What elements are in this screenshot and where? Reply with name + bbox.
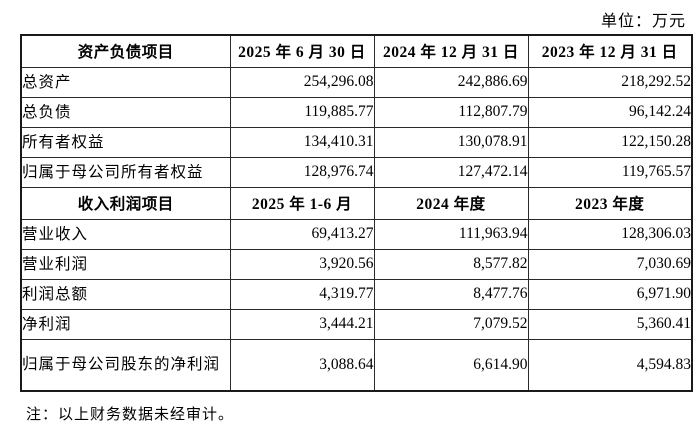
- balance-sheet-header-row: 资产负债项目 2025 年 6 月 30 日 2024 年 12 月 31 日 …: [20, 34, 693, 68]
- footnote: 注：以上财务数据未经审计。: [26, 407, 235, 423]
- financial-summary-table: 资产负债项目 2025 年 6 月 30 日 2024 年 12 月 31 日 …: [20, 34, 693, 392]
- cell-value: 8,477.76: [373, 278, 529, 310]
- income-statement-item-header: 收入利润项目: [20, 186, 231, 220]
- row-label: 营业收入: [20, 218, 231, 250]
- cell-value: 128,306.03: [527, 218, 693, 250]
- cell-value: 242,886.69: [373, 66, 529, 98]
- row-label: 所有者权益: [20, 126, 231, 158]
- row-label: 利润总额: [20, 278, 231, 310]
- table-row-total-assets: 总资产 254,296.08 242,886.69 218,292.52: [20, 66, 693, 98]
- income-statement-period-3: 2023 年度: [527, 186, 693, 220]
- table-row-revenue: 营业收入 69,413.27 111,963.94 128,306.03: [20, 218, 693, 250]
- cell-value: 130,078.91: [373, 126, 529, 158]
- cell-value: 3,920.56: [229, 248, 375, 280]
- row-label: 归属于母公司股东的净利润: [20, 338, 231, 392]
- cell-value: 134,410.31: [229, 126, 375, 158]
- cell-value: 119,885.77: [229, 96, 375, 128]
- cell-value: 4,319.77: [229, 278, 375, 310]
- table-row-parent-net-profit: 归属于母公司股东的净利润 3,088.64 6,614.90 4,594.83: [20, 338, 693, 392]
- cell-value: 7,030.69: [527, 248, 693, 280]
- row-label: 归属于母公司所有者权益: [20, 156, 231, 188]
- table-row-operating-profit: 营业利润 3,920.56 8,577.82 7,030.69: [20, 248, 693, 280]
- row-label: 净利润: [20, 308, 231, 340]
- unit-label: 单位：万元: [600, 13, 686, 30]
- cell-value: 4,594.83: [527, 338, 693, 392]
- cell-value: 6,614.90: [373, 338, 529, 392]
- balance-sheet-period-1: 2025 年 6 月 30 日: [229, 34, 375, 68]
- cell-value: 128,976.74: [229, 156, 375, 188]
- row-label: 营业利润: [20, 248, 231, 280]
- cell-value: 7,079.52: [373, 308, 529, 340]
- income-statement-header-row: 收入利润项目 2025 年 1-6 月 2024 年度 2023 年度: [20, 186, 693, 220]
- income-statement-period-2: 2024 年度: [373, 186, 529, 220]
- cell-value: 112,807.79: [373, 96, 529, 128]
- cell-value: 6,971.90: [527, 278, 693, 310]
- table-row-owners-equity: 所有者权益 134,410.31 130,078.91 122,150.28: [20, 126, 693, 158]
- cell-value: 5,360.41: [527, 308, 693, 340]
- cell-value: 96,142.24: [527, 96, 693, 128]
- cell-value: 8,577.82: [373, 248, 529, 280]
- table-row-total-profit: 利润总额 4,319.77 8,477.76 6,971.90: [20, 278, 693, 310]
- income-statement-period-1: 2025 年 1-6 月: [229, 186, 375, 220]
- table-row-total-liabilities: 总负债 119,885.77 112,807.79 96,142.24: [20, 96, 693, 128]
- balance-sheet-period-2: 2024 年 12 月 31 日: [373, 34, 529, 68]
- cell-value: 122,150.28: [527, 126, 693, 158]
- cell-value: 119,765.57: [527, 156, 693, 188]
- cell-value: 111,963.94: [373, 218, 529, 250]
- table-row-net-profit: 净利润 3,444.21 7,079.52 5,360.41: [20, 308, 693, 340]
- cell-value: 3,088.64: [229, 338, 375, 392]
- cell-value: 254,296.08: [229, 66, 375, 98]
- cell-value: 218,292.52: [527, 66, 693, 98]
- row-label: 总资产: [20, 66, 231, 98]
- cell-value: 3,444.21: [229, 308, 375, 340]
- balance-sheet-period-3: 2023 年 12 月 31 日: [527, 34, 693, 68]
- cell-value: 69,413.27: [229, 218, 375, 250]
- cell-value: 127,472.14: [373, 156, 529, 188]
- table-row-parent-equity: 归属于母公司所有者权益 128,976.74 127,472.14 119,76…: [20, 156, 693, 188]
- row-label: 总负债: [20, 96, 231, 128]
- balance-sheet-item-header: 资产负债项目: [20, 34, 231, 68]
